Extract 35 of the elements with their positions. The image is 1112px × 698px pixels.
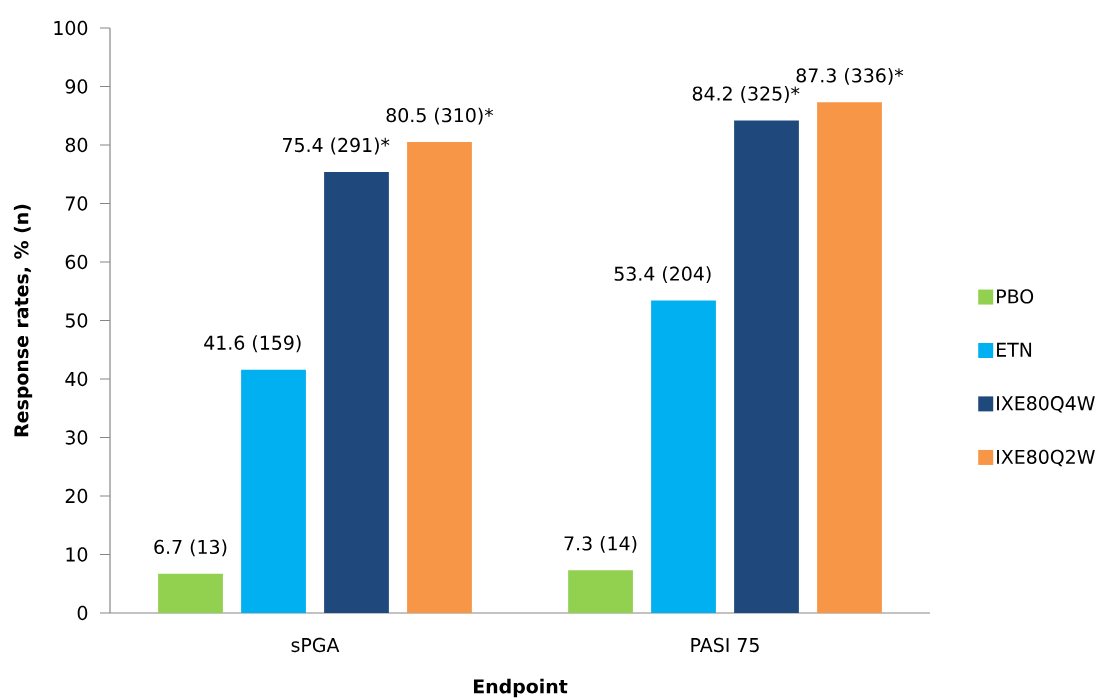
- y-tick-label: 70: [65, 196, 88, 211]
- y-tick-label: 10: [66, 547, 88, 562]
- y-tick-label: 40: [65, 371, 88, 387]
- data-label: 53.4 (204): [614, 266, 711, 284]
- data-label: 80.5 (310)*: [386, 107, 494, 125]
- x-tick-label: sPGA: [291, 637, 340, 653]
- y-tick-label: 20: [65, 488, 88, 504]
- data-label: 6.7 (13): [154, 539, 227, 557]
- y-tick-label: 90: [65, 79, 88, 94]
- bar: [651, 300, 716, 613]
- bar: [817, 102, 882, 613]
- data-label: 87.3 (336)*: [796, 67, 904, 85]
- y-tick-label: 0: [77, 605, 88, 621]
- y-tick-label: 80: [65, 137, 88, 153]
- y-tick-label: 100: [54, 20, 88, 36]
- bar: [407, 142, 472, 613]
- bar: [568, 570, 633, 613]
- y-tick-label: 30: [65, 430, 88, 445]
- bar: [158, 573, 223, 613]
- legend-label: ETN: [997, 342, 1032, 357]
- data-label: 84.2 (325)*: [692, 86, 800, 103]
- bar: [734, 120, 799, 613]
- data-label: 7.3 (14): [564, 535, 637, 553]
- bar: [241, 369, 306, 613]
- y-tick-label: 50: [65, 313, 88, 328]
- legend-label: IXE80Q4W: [997, 396, 1095, 413]
- data-label: 75.4 (291)*: [283, 137, 390, 155]
- legend-label: PBO: [997, 289, 1034, 304]
- y-axis-title: Response rates, % (n): [13, 204, 33, 437]
- bar: [324, 171, 389, 613]
- data-label: 41.6 (159): [204, 335, 301, 353]
- y-tick-label: 60: [65, 254, 88, 270]
- x-tick-label: PASI 75: [691, 637, 759, 653]
- x-axis-title: Endpoint: [473, 678, 568, 698]
- legend-label: IXE80Q2W: [997, 449, 1095, 467]
